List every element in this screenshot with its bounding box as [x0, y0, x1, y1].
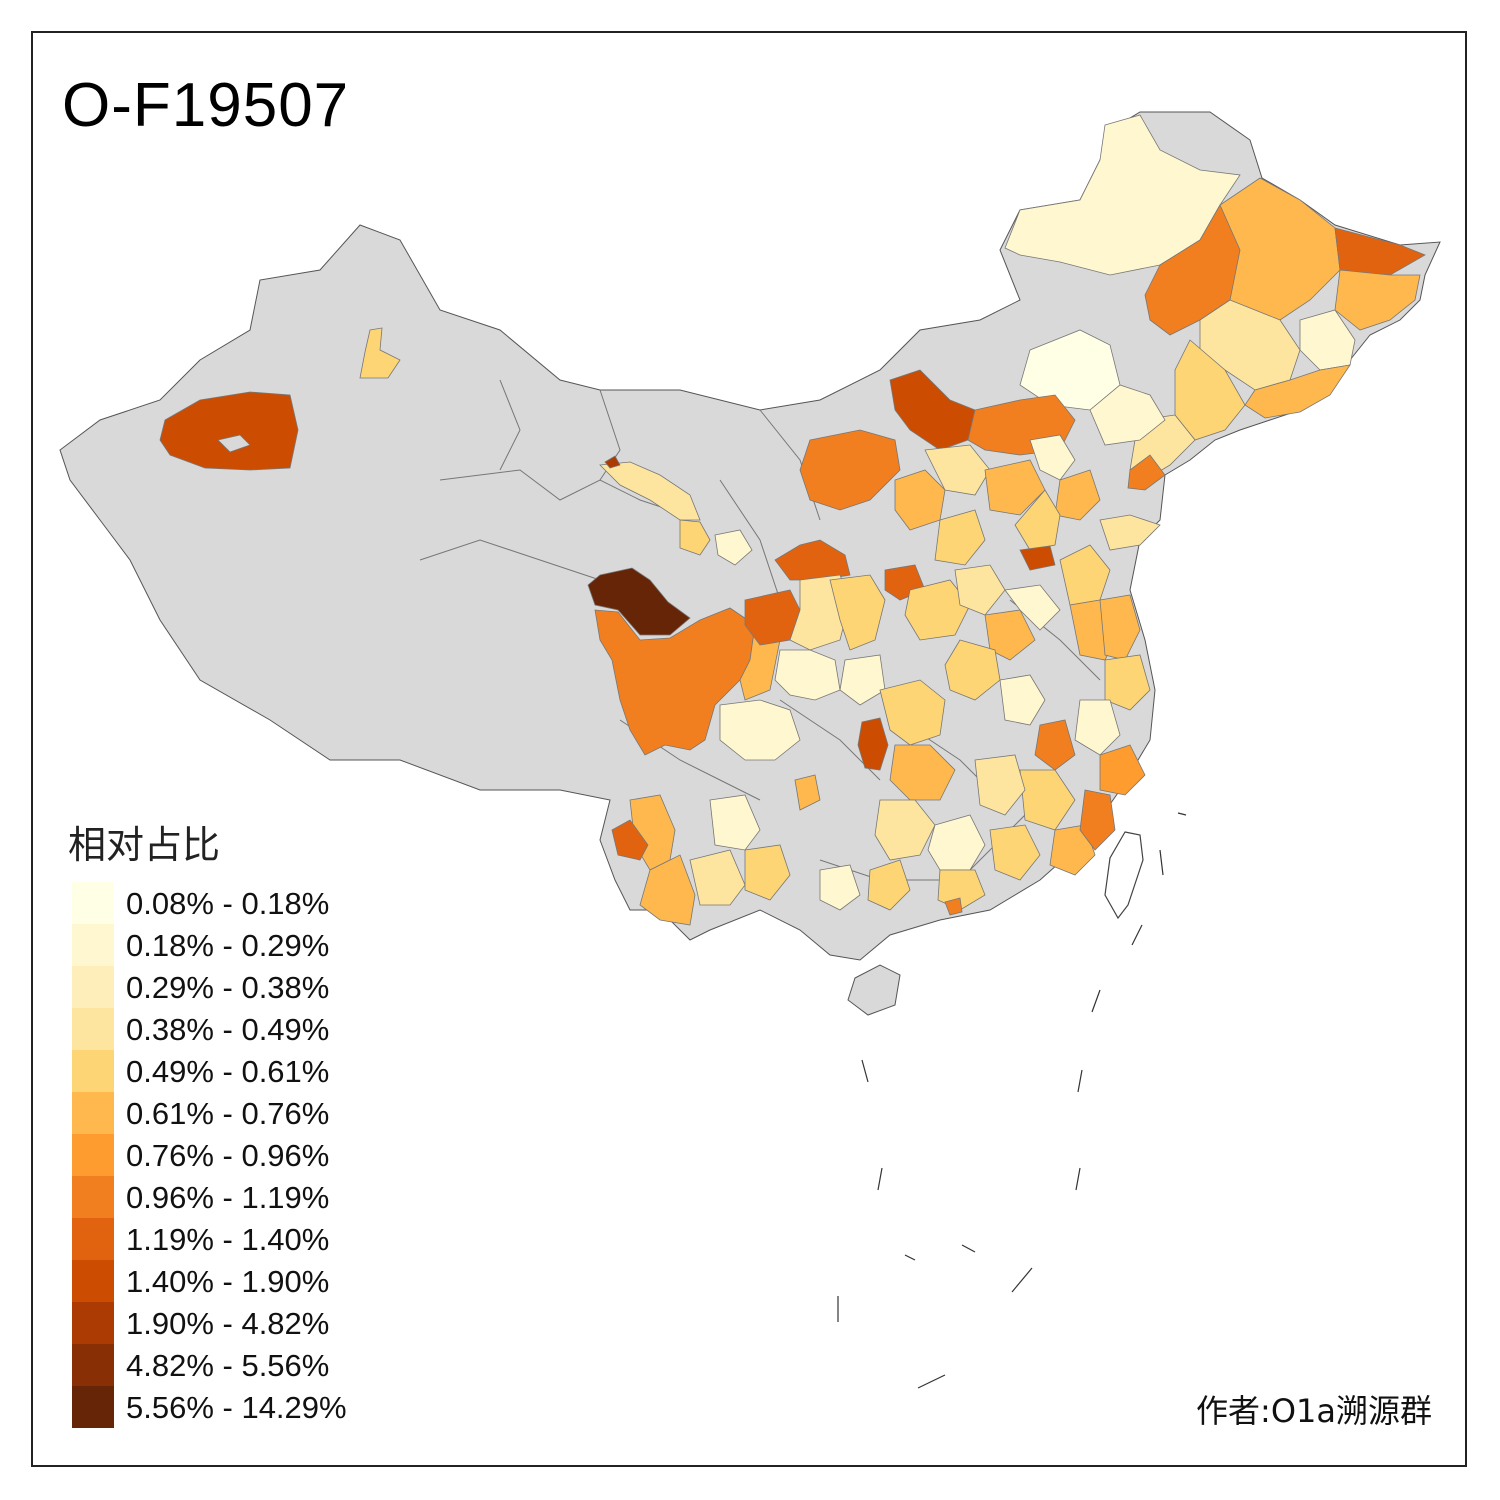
legend-swatch: [72, 1260, 114, 1302]
page-title: O-F19507: [62, 71, 350, 140]
legend-label: 0.38% - 0.49%: [126, 1012, 330, 1047]
legend-label: 5.56% - 14.29%: [126, 1390, 347, 1425]
legend-label: 0.18% - 0.29%: [126, 928, 330, 963]
legend-item: 0.49% - 0.61%: [72, 1050, 392, 1092]
legend-label: 1.90% - 4.82%: [126, 1306, 330, 1341]
legend-label: 0.76% - 0.96%: [126, 1138, 330, 1173]
legend-label: 0.61% - 0.76%: [126, 1096, 330, 1131]
legend-item: 0.29% - 0.38%: [72, 966, 392, 1008]
legend-label: 0.96% - 1.19%: [126, 1180, 330, 1215]
legend-swatch: [72, 882, 114, 924]
legend-item: 0.38% - 0.49%: [72, 1008, 392, 1050]
legend-item: 0.08% - 0.18%: [72, 882, 392, 924]
legend-swatch: [72, 1176, 114, 1218]
legend-item: 0.76% - 0.96%: [72, 1134, 392, 1176]
legend-label: 4.82% - 5.56%: [126, 1348, 330, 1383]
data-regions: [159, 114, 1426, 926]
taiwan-island: [1104, 831, 1144, 920]
hainan-island: [847, 964, 901, 1016]
legend: 0.08% - 0.18% 0.18% - 0.29% 0.29% - 0.38…: [72, 882, 392, 1428]
legend-swatch: [72, 966, 114, 1008]
legend-swatch: [72, 1302, 114, 1344]
legend-swatch: [72, 924, 114, 966]
legend-label: 0.29% - 0.38%: [126, 970, 330, 1005]
legend-item: 1.40% - 1.90%: [72, 1260, 392, 1302]
legend-label: 1.19% - 1.40%: [126, 1222, 330, 1257]
legend-swatch: [72, 1134, 114, 1176]
legend-swatch: [72, 1344, 114, 1386]
legend-title: 相对占比: [68, 823, 221, 867]
legend-item: 1.19% - 1.40%: [72, 1218, 392, 1260]
legend-item: 0.61% - 0.76%: [72, 1092, 392, 1134]
legend-item: 0.18% - 0.29%: [72, 924, 392, 966]
legend-item: 0.96% - 1.19%: [72, 1176, 392, 1218]
legend-label: 1.40% - 1.90%: [126, 1264, 330, 1299]
legend-swatch: [72, 1008, 114, 1050]
legend-swatch: [72, 1386, 114, 1428]
legend-swatch: [72, 1218, 114, 1260]
legend-item: 5.56% - 14.29%: [72, 1386, 392, 1428]
legend-label: 0.08% - 0.18%: [126, 886, 330, 921]
author-credit: 作者:O1a溯源群: [1196, 1392, 1432, 1430]
legend-label: 0.49% - 0.61%: [126, 1054, 330, 1089]
legend-swatch: [72, 1092, 114, 1134]
legend-swatch: [72, 1050, 114, 1092]
legend-item: 1.90% - 4.82%: [72, 1302, 392, 1344]
sea-outlines: [837, 812, 1187, 1389]
legend-item: 4.82% - 5.56%: [72, 1344, 392, 1386]
